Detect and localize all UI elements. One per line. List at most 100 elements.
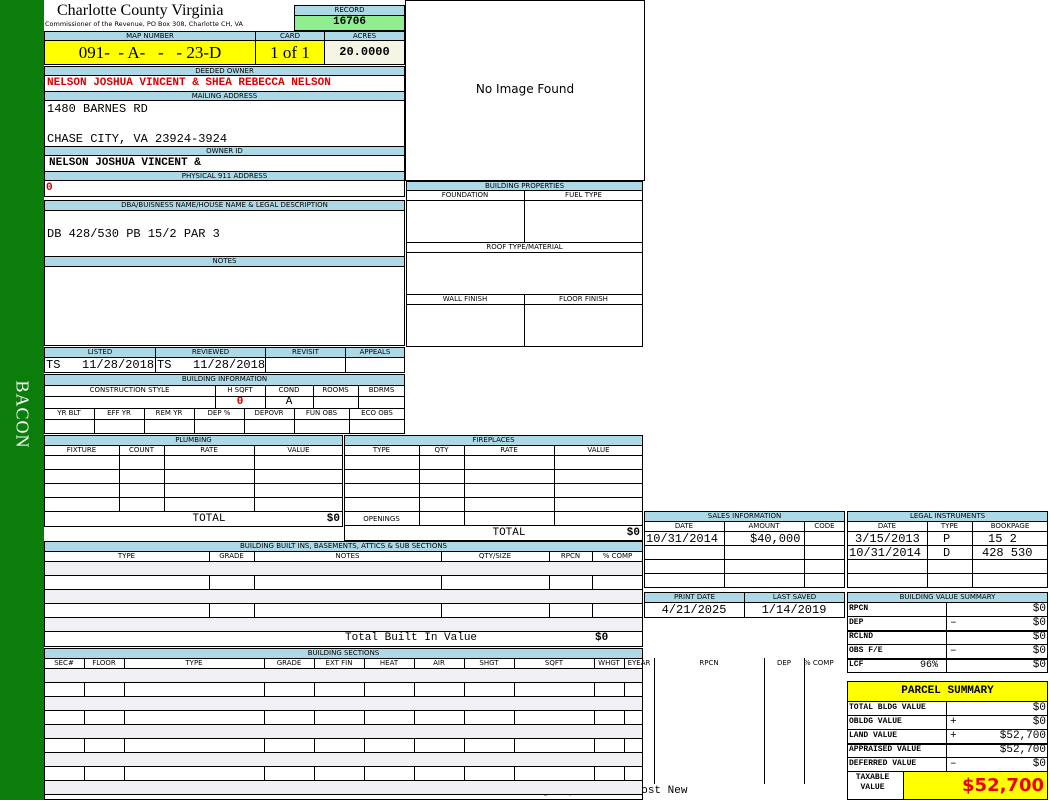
column-divider — [594, 658, 595, 784]
table-row — [44, 766, 643, 767]
header-divider — [44, 668, 643, 669]
cond-label: COND — [278, 386, 300, 394]
map-number-value: 091- - A- - - 23-D — [44, 40, 256, 65]
rooms-label: ROOMS — [322, 386, 349, 394]
parcel-row-label: TOTAL BLDG VALUE — [849, 703, 926, 712]
bvs-row-label: DEP — [849, 618, 864, 627]
sale-amount: $40,000 — [750, 532, 801, 546]
mailing-address-line2: CHASE CITY, VA 23924-3924 — [47, 132, 228, 146]
parcel-row-value: $0 — [1032, 758, 1046, 770]
column-divider — [554, 445, 555, 525]
column-divider — [119, 445, 120, 511]
column-header: AMOUNT — [748, 522, 780, 530]
table-row — [44, 794, 643, 795]
table-row — [44, 631, 643, 632]
column-header: WHGT — [598, 659, 620, 667]
bvs-row-label: OBS F/E — [849, 646, 883, 655]
building-info-header: DEP % — [207, 409, 231, 417]
plumbing-table — [44, 445, 343, 527]
column-header: DEP — [776, 659, 792, 667]
column-header: GRADE — [219, 552, 244, 560]
row-divider — [847, 616, 1048, 617]
table-row — [44, 575, 643, 576]
table-row — [44, 696, 643, 697]
column-divider — [654, 658, 655, 784]
column-divider — [804, 521, 805, 587]
column-header: % COMP — [602, 552, 633, 560]
column-divider — [164, 445, 165, 511]
table-row — [44, 617, 643, 618]
table-row — [44, 710, 643, 711]
header-divider — [44, 455, 343, 456]
column-header: TYPE — [372, 446, 391, 454]
built-ins-total-label: Total Built In Value — [345, 632, 478, 644]
table-row — [45, 562, 642, 575]
table-row — [44, 752, 643, 753]
column-header: RATE — [500, 446, 518, 454]
table-row — [44, 603, 643, 604]
table-row — [847, 559, 1048, 560]
building-info-header: YR BLT — [57, 409, 81, 417]
listed-value: TS 11/28/2018 — [46, 358, 155, 372]
fireplaces-total-label: TOTAL — [492, 527, 526, 539]
column-divider — [464, 658, 465, 784]
legal-instruments-table — [847, 521, 1048, 588]
building-info-header: DEPOVR — [254, 409, 284, 417]
header-divider — [644, 531, 845, 532]
table-row — [847, 545, 1048, 546]
hsqft-label: H SQFT — [227, 386, 253, 394]
table-row — [644, 587, 845, 588]
print-date: 4/21/2025 — [661, 603, 727, 617]
taxable-label: TAXABLE VALUE — [855, 773, 890, 792]
column-divider — [294, 408, 295, 434]
column-divider — [946, 602, 947, 673]
sales-table — [644, 521, 845, 588]
table-row — [44, 724, 643, 725]
bvs-row-op: – — [950, 617, 957, 629]
table-row — [847, 587, 1048, 588]
table-row — [644, 559, 845, 560]
openings-label: OPENINGS — [363, 515, 400, 523]
instrument-date: 3/15/2013 — [855, 532, 920, 546]
column-divider — [464, 445, 465, 525]
parcel-row-value: $0 — [1032, 702, 1046, 714]
plumbing-total-label: TOTAL — [192, 513, 226, 525]
physical-address-value: 0 — [46, 182, 53, 194]
column-header: VALUE — [287, 446, 310, 454]
lcf-pct: 96% — [920, 660, 939, 671]
last-saved: 1/14/2019 — [761, 603, 827, 617]
column-header: QTY — [434, 446, 449, 454]
column-header: GRADE — [276, 659, 302, 667]
bvs-row-label: LCF — [849, 660, 864, 669]
table-row — [344, 525, 643, 526]
parcel-row-value: $52,700 — [999, 730, 1046, 742]
deeded-owner-value: NELSON JOSHUA VINCENT & SHEA REBECCA NEL… — [47, 77, 331, 89]
fuel-type-label: FUEL TYPE — [565, 191, 602, 199]
instrument-bookpage: 428 530 — [982, 546, 1033, 560]
bvs-row-op: – — [950, 645, 957, 657]
column-header: % COMP — [804, 659, 834, 667]
table-row — [45, 669, 642, 682]
floor-finish-label: FLOOR FINISH — [559, 295, 608, 303]
table-row — [44, 780, 643, 781]
bvs-row-value: $0 — [1032, 645, 1046, 657]
page-subtitle: Commissioner of the Revenue, PO Box 308,… — [45, 20, 243, 28]
column-divider — [264, 658, 265, 784]
parcel-row-value: $0 — [1032, 716, 1046, 728]
column-divider — [254, 445, 255, 511]
table-row — [45, 697, 642, 710]
row-divider — [847, 757, 1048, 758]
bvs-row-label: RPCN — [849, 604, 869, 613]
sale-date: 10/31/2014 — [646, 532, 719, 546]
plumbing-total: $0 — [326, 513, 340, 525]
column-divider — [624, 658, 625, 784]
column-divider — [94, 408, 95, 434]
row-divider — [847, 644, 1048, 645]
column-divider — [84, 658, 85, 784]
instrument-type: D — [943, 546, 951, 560]
parcel-row-label: LAND VALUE — [849, 731, 898, 740]
table-row — [45, 725, 642, 738]
table-row — [344, 469, 643, 470]
bvs-table — [847, 602, 1048, 673]
column-divider — [927, 521, 928, 587]
